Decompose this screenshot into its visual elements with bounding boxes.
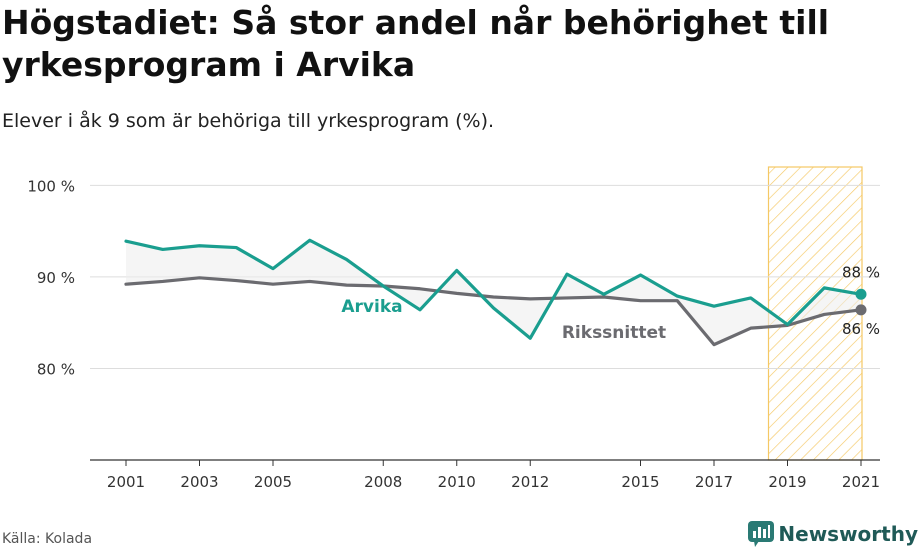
x-tick-label: 2003 bbox=[180, 473, 218, 491]
y-tick-label: 80 % bbox=[37, 360, 75, 378]
x-tick-label: 2008 bbox=[364, 473, 402, 491]
series-label-rikssnittet: Rikssnittet bbox=[562, 323, 666, 343]
x-tick-label: 2019 bbox=[768, 473, 806, 491]
x-tick-label: 2015 bbox=[621, 473, 659, 491]
difference-band bbox=[126, 240, 861, 345]
source-note: Källa: Kolada bbox=[2, 531, 93, 547]
x-tick-label: 2001 bbox=[107, 473, 145, 491]
end-value-label: 86 % bbox=[842, 320, 880, 338]
x-tick-label: 2017 bbox=[695, 473, 733, 491]
end-point-rikssnittet bbox=[855, 304, 867, 316]
end-point-arvika bbox=[855, 288, 867, 300]
series-line-arvika bbox=[124, 238, 863, 340]
y-tick-label: 100 % bbox=[27, 177, 75, 195]
x-tick-label: 2005 bbox=[254, 473, 292, 491]
y-tick-label: 90 % bbox=[37, 269, 75, 287]
chart-title: Högstadiet: Så stor andel når behörighet… bbox=[2, 3, 830, 84]
x-tick-label: 2021 bbox=[842, 473, 880, 491]
series-label-rikssnittet-halo: Rikssnittet bbox=[562, 323, 666, 343]
brand-logo: Newsworthy bbox=[748, 521, 918, 547]
chart-subtitle: Elever i åk 9 som är behöriga till yrkes… bbox=[2, 110, 495, 132]
brand-name: Newsworthy bbox=[778, 522, 918, 546]
series-label-arvika-halo: Arvika bbox=[341, 297, 402, 317]
series-line-rikssnittet bbox=[124, 276, 863, 347]
end-value-label: 88 % bbox=[842, 263, 880, 281]
series-label-arvika: Arvika bbox=[341, 297, 402, 317]
newsworthy-logo-icon bbox=[748, 521, 775, 547]
x-tick-label: 2012 bbox=[511, 473, 549, 491]
x-tick-label: 2010 bbox=[438, 473, 476, 491]
